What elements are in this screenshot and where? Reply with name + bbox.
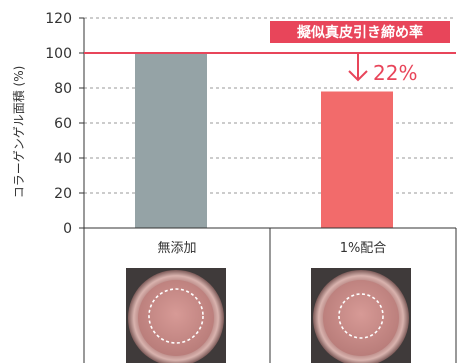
reduction-percent: 22% xyxy=(373,61,417,85)
y-tick-label: 60 xyxy=(54,116,72,132)
banner-text: 擬似真皮引き締め率 xyxy=(297,24,423,41)
y-axis-label: コラーゲンゲル面積 (%) xyxy=(11,66,26,199)
y-tick-label: 40 xyxy=(54,151,72,167)
category-label: 無添加 xyxy=(157,241,196,256)
category-labels: 無添加 1%配合 xyxy=(157,241,386,256)
y-tick-label: 20 xyxy=(54,186,72,202)
y-tick-label: 100 xyxy=(45,46,72,62)
banner-box xyxy=(270,21,450,43)
category-label: 1%配合 xyxy=(340,241,387,256)
y-tick-label: 80 xyxy=(54,81,72,97)
bar-control xyxy=(135,53,207,228)
bar-1percent xyxy=(321,91,393,228)
dish-photo-control xyxy=(126,268,226,363)
y-axis-ticks: 0 20 40 60 80 100 120 xyxy=(45,11,84,237)
bars xyxy=(135,53,393,228)
dish-photo-1percent xyxy=(311,268,411,363)
y-tick-label: 0 xyxy=(63,221,72,237)
reduction-arrow xyxy=(348,52,368,82)
y-tick-label: 120 xyxy=(45,11,72,27)
category-table xyxy=(83,228,457,363)
